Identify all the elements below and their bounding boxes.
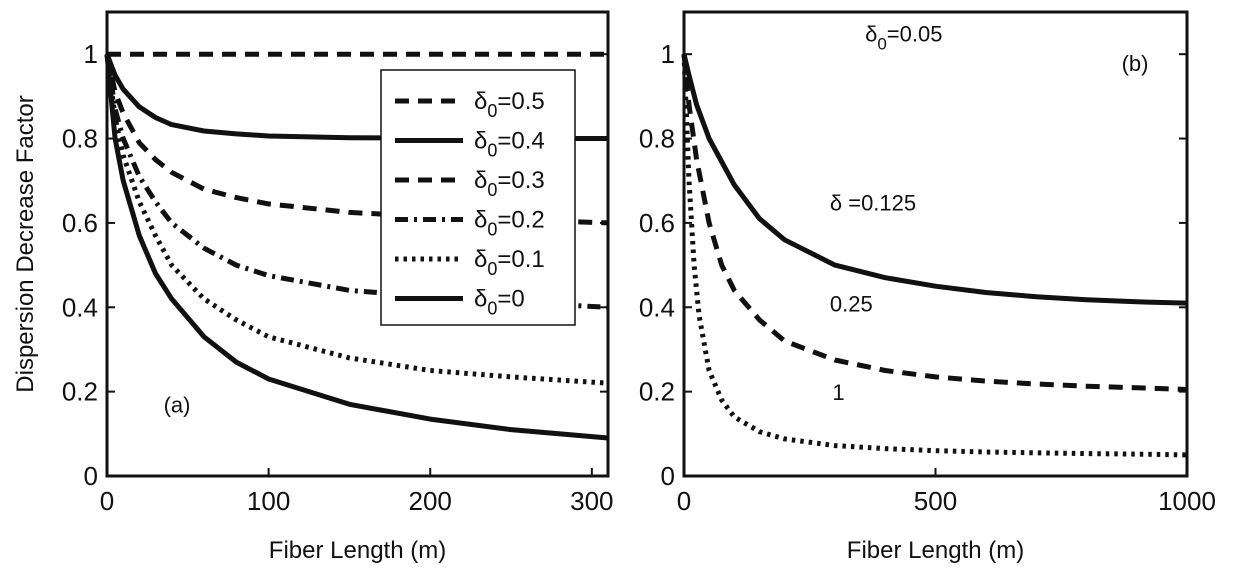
y-tick-label: 0	[84, 461, 98, 491]
y-tick-label: 0.2	[639, 377, 675, 407]
y-tick-label: 0.8	[639, 124, 675, 154]
series-line-1	[681, 53, 1188, 392]
annotation-0: (a)	[164, 393, 191, 418]
annotation-3: 0.25	[830, 291, 873, 316]
series-line-0	[681, 53, 1188, 306]
x-tick-label: 200	[409, 486, 452, 516]
x-tick-label: 500	[914, 486, 957, 516]
plot-frame	[105, 10, 610, 478]
y-axis-label: Dispersion Decrease Factor	[12, 95, 39, 392]
y-tick-label: 0.2	[62, 377, 98, 407]
legend-entry-3: δ0=0.2	[474, 207, 545, 240]
panel-a: 0 0.2 0.4 0.6 0.8 1 0 100 200 300 Fiber Length (m)…	[12, 10, 614, 564]
annotation-2: δ =0.125	[830, 190, 916, 215]
y-tick-label: 0.6	[639, 208, 675, 238]
legend-entry-4: δ0=0.1	[474, 246, 545, 279]
y-tick-label: 1	[661, 39, 675, 69]
y-tick-label: 0	[661, 461, 675, 491]
y-tick-label: 0.6	[62, 208, 98, 238]
y-tick-label: 0.4	[639, 292, 675, 322]
y-tick-label: 0.4	[62, 292, 98, 322]
plot-frame	[682, 10, 1189, 478]
x-tick-label: 0	[677, 486, 691, 516]
x-axis-label: Fiber Length (m)	[847, 537, 1024, 564]
series-line-5	[104, 53, 609, 441]
x-tick-label: 0	[100, 486, 114, 516]
legend-box	[380, 69, 576, 326]
series-line-2	[681, 54, 1188, 458]
annotation-0: δ0=0.05	[865, 22, 942, 54]
series-line-4	[104, 53, 609, 386]
x-axis-label: Fiber Length (m)	[269, 537, 446, 564]
legend-entry-2: δ0=0.3	[474, 167, 545, 200]
x-tick-label: 100	[247, 486, 290, 516]
x-tick-label: 300	[570, 486, 613, 516]
legend-entry-1: δ0=0.4	[474, 128, 545, 161]
y-tick-label: 0.8	[62, 124, 98, 154]
legend-entry-0: δ0=0.5	[474, 88, 545, 121]
panel-b: 0 0.2 0.4 0.6 0.8 1 0 500 1000 Fiber Length (m) δ0…	[639, 10, 1216, 564]
legend-entry-5: δ0=0	[474, 286, 525, 319]
x-tick-label: 1000	[1158, 486, 1216, 516]
annotation-1: (b)	[1122, 51, 1149, 76]
annotation-4: 1	[832, 380, 844, 405]
y-tick-label: 1	[84, 39, 98, 69]
